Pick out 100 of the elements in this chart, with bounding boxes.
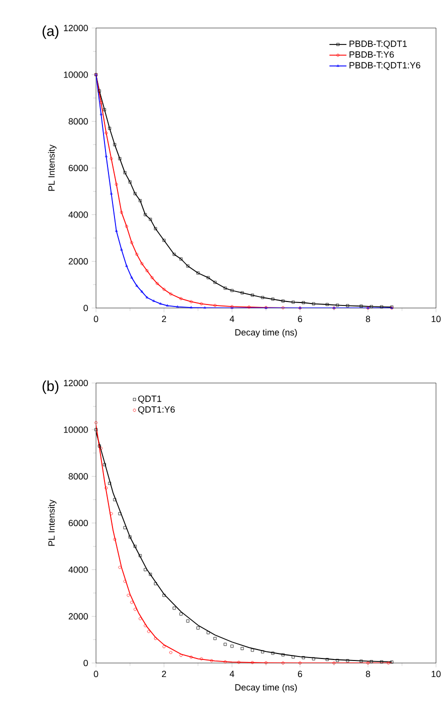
point [336,304,339,307]
point [103,463,106,466]
point [135,252,138,256]
point [292,655,295,658]
point [110,192,113,195]
x-tick-label: 6 [298,670,302,678]
point [196,272,200,274]
point [214,280,216,284]
x-tick-label: 10 [432,316,441,322]
y-tick-label: 4000 [68,211,88,218]
point [370,305,373,308]
point [240,291,244,294]
point [248,306,250,309]
point [138,617,142,620]
point [240,647,244,650]
legend-label: PBDB-T:QDT1 [350,40,407,49]
point [104,132,108,134]
point [154,227,157,230]
x-tick-label: 8 [366,670,370,678]
point [113,538,116,541]
point [104,154,108,158]
point [156,282,159,285]
y-tick-label: 6000 [68,520,88,526]
x-axis-title: Decay time (ns) [235,684,297,692]
point [302,301,305,304]
point [190,656,193,659]
chart-title: (a) [42,26,58,39]
x-tick-label: 2 [162,316,166,322]
point [94,421,98,424]
point [298,662,302,664]
point [100,446,103,450]
point [206,631,210,634]
point [180,297,182,300]
point [203,306,206,309]
point [196,626,200,630]
point [134,192,137,196]
point [200,657,203,660]
x-tick-label: 0 [94,670,98,678]
point [135,284,138,287]
point [162,238,166,242]
point [128,536,132,538]
point [140,262,144,266]
point [162,645,166,648]
point [336,658,339,662]
point [302,656,305,660]
point [144,213,147,216]
point [214,637,216,640]
point [147,630,150,633]
point [332,662,336,664]
point [123,171,126,174]
point [250,661,254,664]
point [126,594,130,597]
point [210,659,214,662]
point [130,600,134,604]
point [282,662,284,664]
point [138,554,142,558]
point [180,654,182,657]
point [271,298,274,301]
point [292,300,295,304]
point [360,304,363,308]
point [108,126,112,130]
point [380,660,384,664]
point [237,660,240,664]
point [146,269,148,272]
point [138,199,142,202]
y-tick-label: 2000 [68,258,88,265]
x-tick-label: 8 [366,316,370,322]
point [250,648,254,652]
x-tick-label: 6 [298,316,302,322]
y-axis-title: PL Intensity [48,144,56,191]
point [230,289,234,292]
point [360,660,363,663]
point [326,303,329,306]
y-axis-title: PL Intensity [48,500,56,546]
legend-label: PBDB-T:QDT1:Y6 [350,62,420,70]
point [326,658,329,661]
point [104,486,108,490]
point [261,296,264,299]
point [130,241,134,244]
point [190,300,193,304]
point [100,112,102,116]
x-tick-label: 10 [432,670,441,678]
x-tick-label: 4 [230,316,234,322]
point [118,157,122,160]
point [224,642,227,646]
y-tick-label: 8000 [68,118,88,125]
x-tick-label: 0 [94,316,98,322]
x-axis-title: Decay time (ns) [235,328,297,338]
point [370,660,373,664]
point [169,292,172,296]
point [100,101,103,104]
point [154,637,157,640]
point [180,612,182,616]
y-tick-label: 12000 [64,24,88,32]
point [186,264,190,268]
point [110,157,113,160]
point [200,302,203,306]
point [134,544,137,548]
point [123,580,126,583]
point [118,512,122,516]
